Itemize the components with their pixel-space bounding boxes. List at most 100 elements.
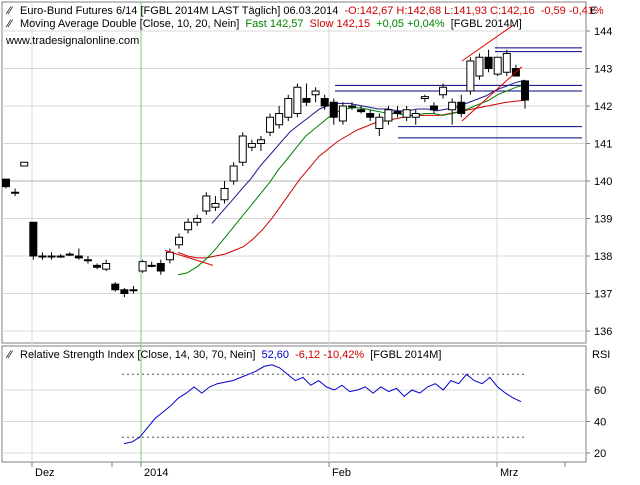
rsi-tick-label: 20 <box>594 448 606 460</box>
price-tick-label: 142 <box>594 101 612 113</box>
candle-body <box>83 259 92 262</box>
rsi-panel <box>1 345 587 463</box>
candle-body <box>375 116 384 129</box>
candle-body <box>521 80 529 101</box>
rsi-label: Relative Strength Index [Close, 14, 30, … <box>20 349 255 361</box>
candle-body <box>329 101 338 118</box>
trendline <box>461 24 514 62</box>
candle-body <box>38 255 47 258</box>
candle-body <box>229 165 238 182</box>
price-tick-label: 140 <box>594 176 612 188</box>
candle-body <box>484 56 493 69</box>
rsi-symbol: [FGBL 2014M] <box>370 349 441 361</box>
header-line-2: ⁄⁄ Moving Average Double [Close, 10, 20,… <box>5 18 522 30</box>
sma-slow-line <box>177 99 526 259</box>
candle-body <box>74 255 83 259</box>
rsi-series <box>123 364 522 445</box>
rsi-value: 52,60 <box>261 349 289 361</box>
price-axis: 136 137 138 139 140 141 142 143 144 <box>586 26 612 338</box>
trendline <box>461 66 523 122</box>
candlesticks <box>2 49 529 298</box>
candle-body <box>20 161 29 167</box>
candle-body <box>302 98 311 103</box>
price-tick-label: 138 <box>594 251 612 263</box>
candle-body <box>338 105 347 122</box>
candle-body <box>429 105 438 111</box>
candle-body <box>193 218 202 223</box>
candle-body <box>475 56 484 77</box>
chart-arrow-icon: ⁄⁄ <box>5 5 14 17</box>
price-tick-label: 141 <box>594 139 612 151</box>
time-tick-label: Dez <box>35 467 55 479</box>
rsi-tick-label: 60 <box>594 385 606 397</box>
candle-body <box>47 255 56 258</box>
time-axis: Dez 2014 Feb Mrz <box>31 462 566 479</box>
candle-body <box>65 253 74 256</box>
trendlines <box>164 24 523 266</box>
rsi-change: -6,12 -10,42% <box>295 349 364 361</box>
candle-body <box>275 113 284 126</box>
svg-text:Moving Average Double [Close,: Moving Average Double [Close, 10, 20, Ne… <box>20 18 522 30</box>
price-tick-label: 136 <box>594 326 612 338</box>
candle-body <box>138 261 147 272</box>
website-label: www.tradesignalonline.com <box>5 35 139 47</box>
candle-body <box>202 195 211 212</box>
candle-body <box>175 236 183 246</box>
ma-symbol: [FGBL 2014M] <box>451 18 522 30</box>
header-line-1: ⁄⁄ Euro-Bund Futures 6/14 [FGBL 2014M LA… <box>5 5 604 17</box>
rsi-arrow-icon: ⁄⁄ <box>5 349 14 361</box>
candle-body <box>247 143 256 148</box>
instrument-label: Euro-Bund Futures 6/14 [FGBL 2014M LAST … <box>20 5 338 17</box>
candle-body <box>102 263 111 270</box>
candle-body <box>184 221 193 231</box>
price-tick-label: 137 <box>594 289 612 301</box>
candle-body <box>29 221 38 257</box>
price-change: -0,59 -0,41% <box>541 5 604 17</box>
candle-body <box>238 135 247 163</box>
currency-label: € <box>590 5 596 17</box>
price-tick-label: 139 <box>594 214 612 226</box>
rsi-tick-label: 40 <box>594 417 606 429</box>
candle-body <box>129 289 138 292</box>
time-tick-label: 2014 <box>144 467 168 479</box>
ma-slow-value: Slow 142,15 <box>310 18 371 30</box>
candle-body <box>466 60 475 92</box>
candle-body <box>11 191 20 194</box>
candle-body <box>311 90 320 96</box>
candle-body <box>111 283 120 291</box>
ohlc-values: -O:142,67 H:142,68 L:141,93 C:142,16 <box>344 5 534 17</box>
svg-text:Euro-Bund Futures 6/14 [FGBL 2: Euro-Bund Futures 6/14 [FGBL 2014M LAST … <box>20 5 604 17</box>
rsi-header: ⁄⁄ Relative Strength Index [Close, 14, 3… <box>5 349 441 361</box>
candle-body <box>56 255 65 258</box>
rsi-axis: 20 40 60 <box>586 385 606 460</box>
candle-body <box>502 53 511 73</box>
rsi-axis-title: RSI <box>592 349 610 361</box>
rsi-grid <box>2 373 586 454</box>
candle-body <box>156 263 165 272</box>
candle-body <box>165 251 174 261</box>
candle-body <box>2 178 10 188</box>
candle-body <box>393 111 402 114</box>
candle-body <box>357 109 366 113</box>
candle-body <box>147 264 156 267</box>
sma-fast-shadow <box>211 79 526 224</box>
candle-body <box>120 289 129 294</box>
ma-label: Moving Average Double [Close, 10, 20, Ne… <box>20 18 239 30</box>
price-channels <box>335 47 582 139</box>
candle-body <box>256 139 265 144</box>
price-tick-label: 143 <box>594 64 612 76</box>
candle-body <box>348 105 356 108</box>
main-panel <box>1 1 587 344</box>
price-tick-label: 144 <box>594 26 612 38</box>
svg-text:Relative Strength Index [Close: Relative Strength Index [Close, 14, 30, … <box>20 349 441 361</box>
candle-body <box>211 203 220 208</box>
candle-body <box>493 56 502 75</box>
candle-body <box>448 101 457 111</box>
candle-body <box>439 86 448 96</box>
candle-body <box>384 109 393 122</box>
rsi-line <box>123 364 522 445</box>
candle-body <box>420 96 429 99</box>
ma-diff-value: +0,05 +0,04% <box>376 18 445 30</box>
